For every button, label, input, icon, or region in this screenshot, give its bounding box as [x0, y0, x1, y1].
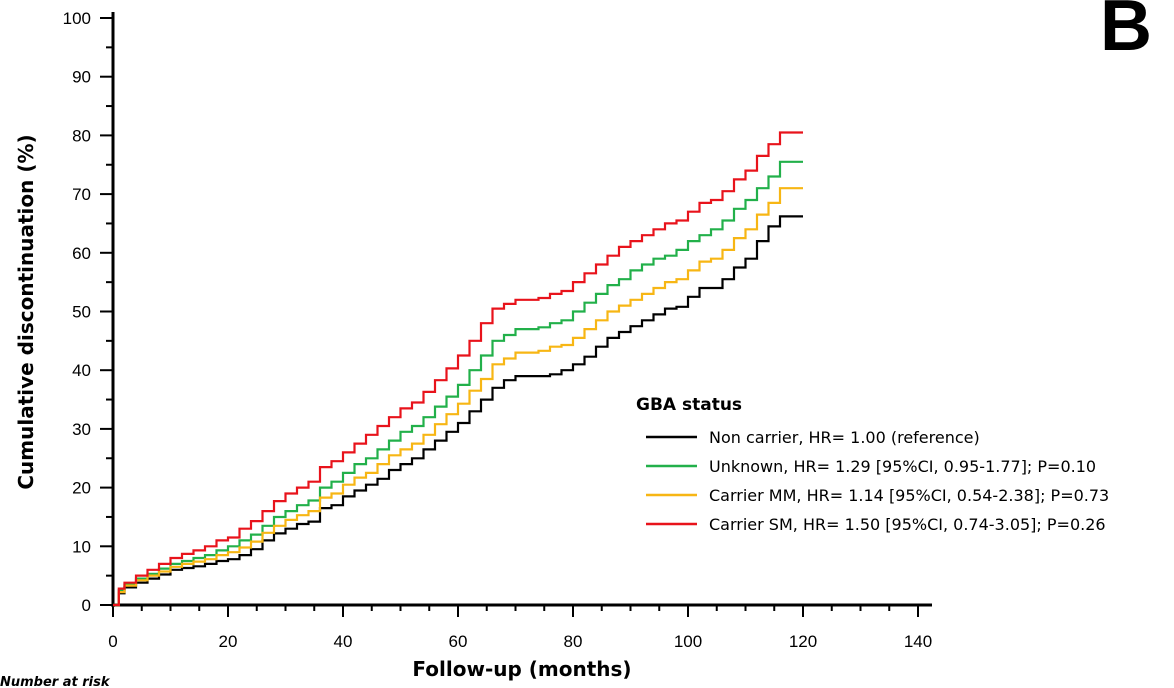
- x-tick-label: 60: [449, 632, 468, 651]
- x-tick-label: 80: [564, 632, 583, 651]
- y-axis-title: Cumulative discontinuation (%): [14, 134, 38, 489]
- y-axis: 0 10 20 30 40 50 60 70 80 90 100: [63, 9, 115, 615]
- x-tick-label: 20: [219, 632, 238, 651]
- series-line-2: [113, 187, 803, 607]
- y-tick-label: 50: [72, 303, 91, 322]
- y-tick-label: 10: [72, 537, 91, 556]
- y-tick-label: 30: [72, 420, 91, 439]
- x-tick-label: 120: [789, 632, 817, 651]
- legend-entry-3: Carrier SM, HR= 1.50 [95%CI, 0.74-3.05];…: [709, 515, 1106, 534]
- series-line-1: [113, 160, 803, 607]
- y-tick-label: 70: [72, 185, 91, 204]
- plot-area: [113, 131, 803, 607]
- x-axis: 0 20 40 60 80 100 120 140: [108, 603, 932, 651]
- legend-entry-2: Carrier MM, HR= 1.14 [95%CI, 0.54-2.38];…: [709, 486, 1109, 505]
- y-tick-label: 0: [82, 596, 91, 615]
- y-tick-label: 40: [72, 361, 91, 380]
- number-at-risk-label: Number at risk: [0, 675, 111, 688]
- series-line-0: [113, 215, 803, 607]
- legend-title: GBA status: [636, 395, 742, 415]
- series-line-3: [113, 131, 803, 607]
- x-tick-label: 0: [108, 632, 117, 651]
- legend-entry-1: Unknown, HR= 1.29 [95%CI, 0.95-1.77]; P=…: [709, 457, 1096, 476]
- x-tick-label: 140: [904, 632, 932, 651]
- panel-letter: B: [1100, 0, 1152, 66]
- y-tick-label: 90: [72, 68, 91, 87]
- legend: GBA status Non carrier, HR= 1.00 (refere…: [636, 395, 1109, 534]
- x-axis-title: Follow-up (months): [412, 657, 631, 681]
- x-tick-label: 100: [674, 632, 702, 651]
- y-tick-label: 80: [72, 126, 91, 145]
- y-tick-label: 20: [72, 479, 91, 498]
- y-tick-label: 100: [63, 9, 91, 28]
- y-tick-label: 60: [72, 244, 91, 263]
- x-tick-label: 40: [334, 632, 353, 651]
- legend-entry-0: Non carrier, HR= 1.00 (reference): [709, 428, 980, 447]
